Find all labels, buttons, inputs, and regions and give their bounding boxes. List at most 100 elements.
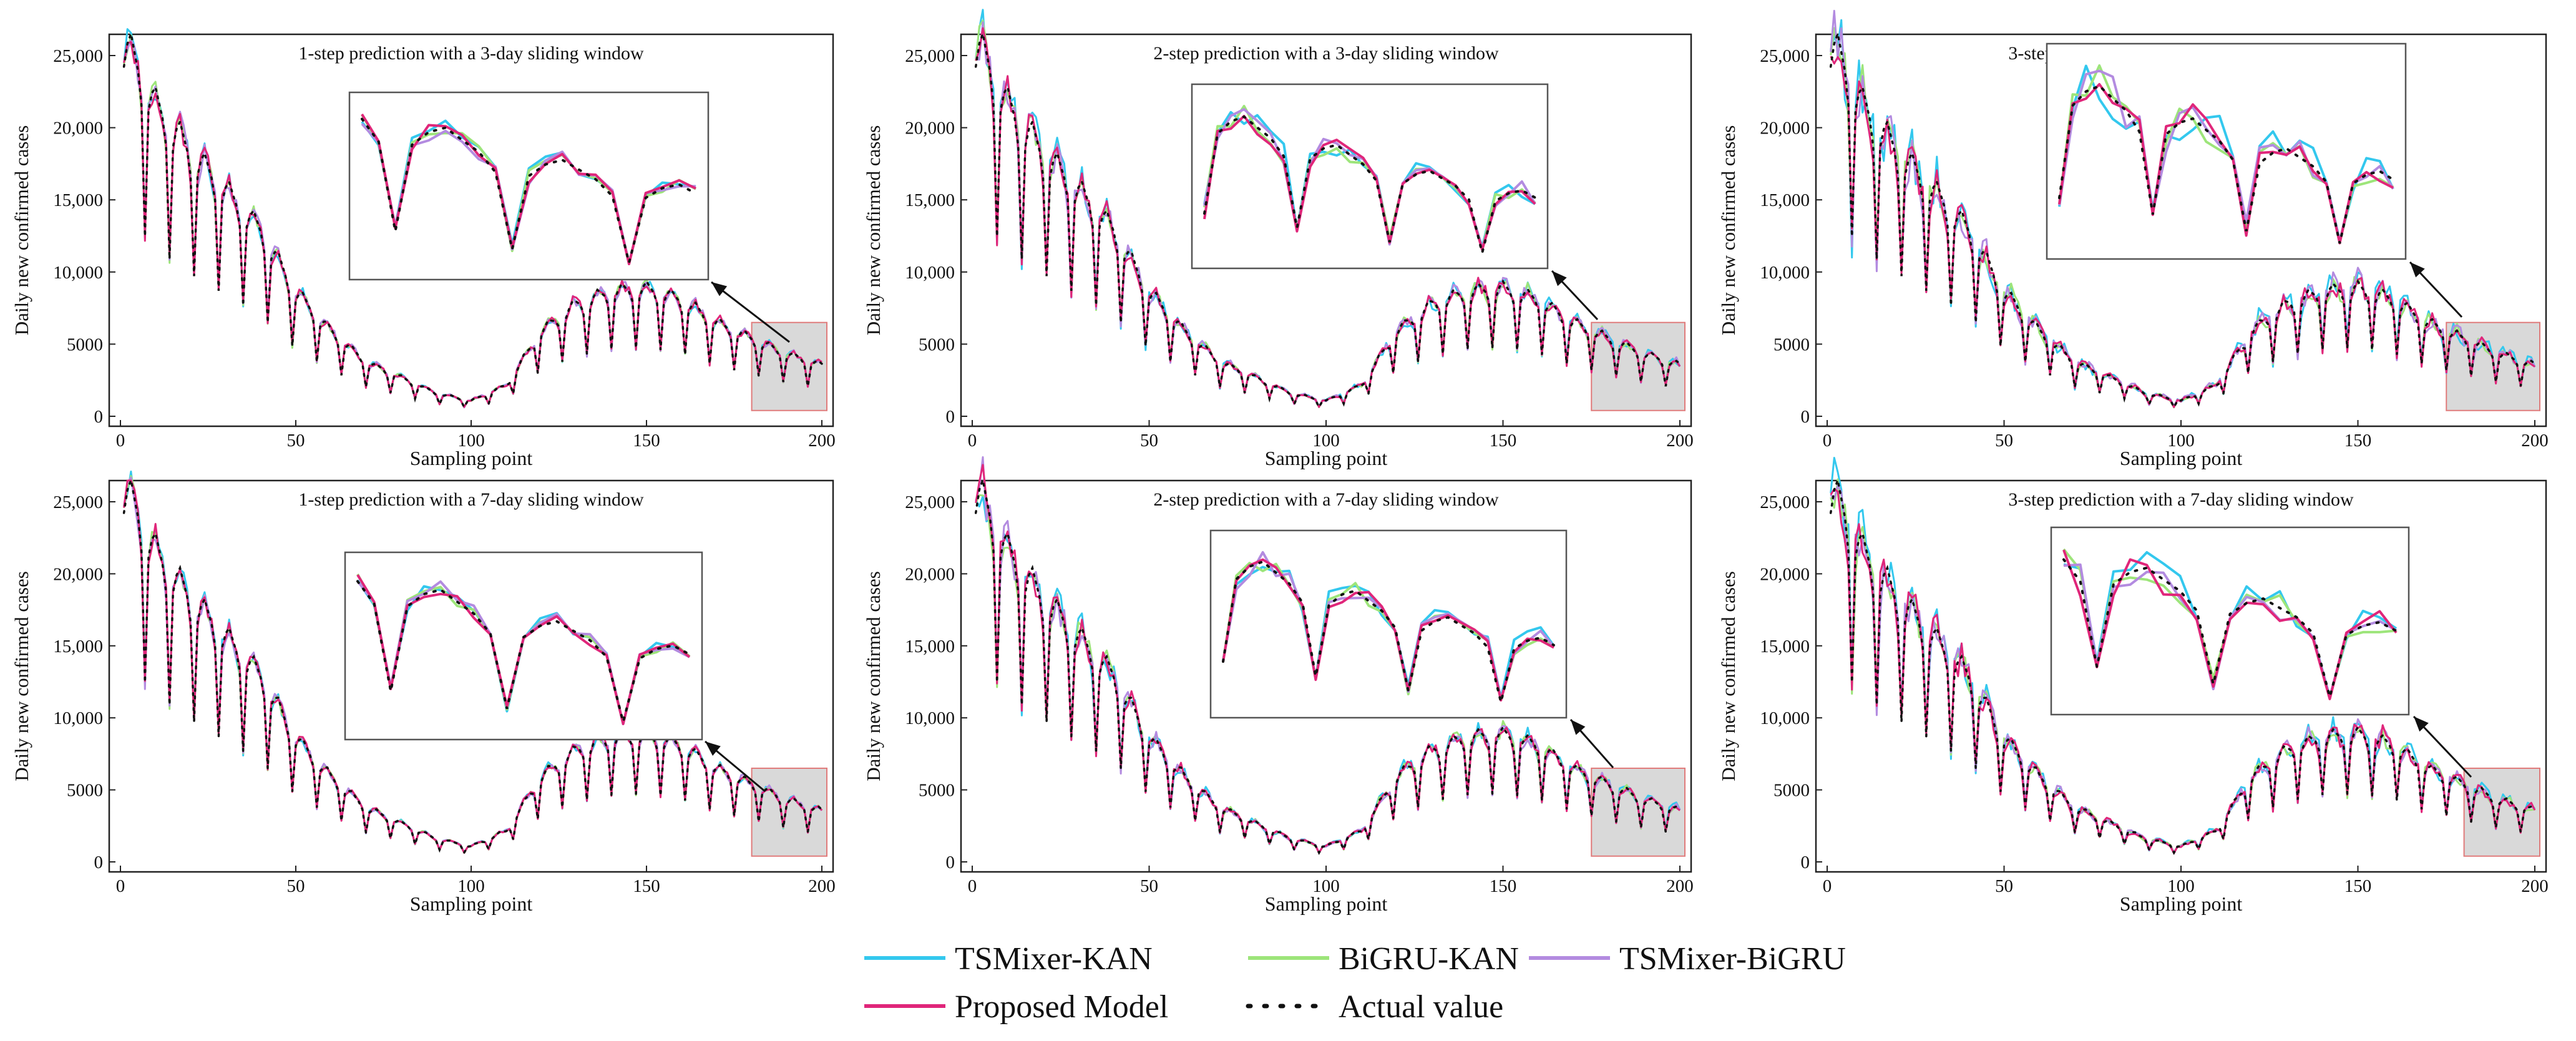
x-tick-label: 150 bbox=[633, 431, 660, 451]
y-tick-label: 20,000 bbox=[905, 564, 955, 584]
x-tick-label: 0 bbox=[116, 431, 125, 451]
legend: TSMixer-KAN BiGRU-KAN TSMixer-BiGRU Propose… bbox=[864, 941, 1846, 1025]
series-line-actual bbox=[974, 29, 1681, 409]
y-tick-label: 15,000 bbox=[905, 637, 955, 657]
chart-title: 2-step prediction with a 3-day sliding w… bbox=[1153, 43, 1499, 64]
x-tick-label: 100 bbox=[457, 876, 485, 896]
chart-title: 1-step prediction with a 7-day sliding w… bbox=[298, 489, 644, 510]
y-tick-label: 25,000 bbox=[53, 492, 103, 512]
zoom-arrow-head bbox=[711, 282, 728, 296]
x-axis-label: Sampling point bbox=[410, 447, 533, 469]
chart-title: 2-step prediction with a 7-day sliding w… bbox=[1153, 489, 1499, 510]
y-tick-label: 0 bbox=[1801, 407, 1810, 427]
x-tick-label: 100 bbox=[1312, 431, 1340, 451]
zoom-region bbox=[751, 767, 827, 857]
x-tick-label: 0 bbox=[968, 876, 977, 896]
y-tick-label: 0 bbox=[946, 853, 955, 872]
x-tick-label: 200 bbox=[2521, 876, 2549, 896]
y-tick-label: 15,000 bbox=[1760, 190, 1810, 210]
x-tick-label: 150 bbox=[2344, 431, 2372, 451]
inset-line-proposed bbox=[1203, 115, 1536, 252]
y-tick-label: 25,000 bbox=[905, 46, 955, 66]
y-tick-label: 25,000 bbox=[905, 492, 955, 512]
y-tick-label: 5000 bbox=[1773, 335, 1810, 354]
x-tick-label: 200 bbox=[1666, 876, 1694, 896]
x-tick-label: 50 bbox=[1995, 431, 2013, 451]
y-tick-label: 15,000 bbox=[905, 190, 955, 210]
series-line-actual bbox=[1829, 29, 2536, 409]
x-tick-label: 200 bbox=[1666, 431, 1694, 451]
inset-line-actual bbox=[2058, 84, 2394, 244]
y-tick-label: 10,000 bbox=[905, 263, 955, 283]
x-axis-label: Sampling point bbox=[410, 892, 533, 915]
y-tick-label: 20,000 bbox=[53, 564, 103, 584]
chart-panels: 1-step prediction with a 3-day sliding w… bbox=[11, 9, 2549, 915]
y-tick-label: 20,000 bbox=[53, 119, 103, 139]
x-tick-label: 200 bbox=[2521, 431, 2549, 451]
inset-line-actual bbox=[356, 580, 691, 727]
y-tick-label: 0 bbox=[1801, 853, 1810, 872]
y-tick-label: 10,000 bbox=[53, 708, 103, 728]
x-tick-label: 0 bbox=[1823, 431, 1832, 451]
chart-panel: 1-step prediction with a 3-day sliding w… bbox=[11, 28, 836, 469]
y-axis-label: Daily new confirmed cases bbox=[1717, 571, 1739, 781]
zoom-arrow-head bbox=[1552, 271, 1567, 286]
x-axis-label: Sampling point bbox=[2120, 892, 2243, 915]
y-tick-label: 5000 bbox=[919, 335, 955, 354]
chart-panel: 3-step prediction with a 3-day sliding w… bbox=[1717, 9, 2549, 469]
y-tick-label: 20,000 bbox=[905, 119, 955, 139]
y-tick-label: 5000 bbox=[919, 781, 955, 801]
y-axis-label: Daily new confirmed cases bbox=[11, 571, 32, 781]
series-line-actual bbox=[122, 476, 823, 855]
legend-label-actual: Actual value bbox=[1339, 989, 1503, 1025]
chart-title: 3-step prediction with a 7-day sliding w… bbox=[2008, 489, 2354, 510]
y-tick-label: 5000 bbox=[67, 335, 103, 354]
zoom-arrow-head bbox=[1571, 720, 1586, 735]
x-tick-label: 50 bbox=[287, 431, 305, 451]
x-tick-label: 150 bbox=[2344, 876, 2372, 896]
x-tick-label: 150 bbox=[1490, 876, 1517, 896]
x-tick-label: 50 bbox=[1140, 876, 1158, 896]
y-axis-label: Daily new confirmed cases bbox=[862, 125, 884, 336]
zoom-region bbox=[2463, 767, 2541, 857]
legend-label-bigru-kan: BiGRU-KAN bbox=[1339, 941, 1519, 977]
x-tick-label: 100 bbox=[2167, 876, 2195, 896]
chart-panel: 1-step prediction with a 7-day sliding w… bbox=[11, 471, 836, 915]
zoom-region bbox=[751, 321, 827, 411]
y-tick-label: 20,000 bbox=[1760, 564, 1810, 584]
x-tick-label: 0 bbox=[116, 876, 125, 896]
x-tick-label: 50 bbox=[1995, 876, 2013, 896]
inset-frame bbox=[344, 551, 703, 741]
x-tick-label: 150 bbox=[633, 876, 660, 896]
chart-panel: 3-step prediction with a 7-day sliding w… bbox=[1717, 457, 2549, 915]
x-axis-label: Sampling point bbox=[1265, 892, 1388, 915]
y-axis-label: Daily new confirmed cases bbox=[11, 125, 32, 336]
x-tick-label: 200 bbox=[808, 876, 836, 896]
x-tick-label: 100 bbox=[1312, 876, 1340, 896]
y-axis-label: Daily new confirmed cases bbox=[862, 571, 884, 781]
y-tick-label: 5000 bbox=[67, 781, 103, 801]
inset-line-actual bbox=[1222, 560, 1555, 703]
y-tick-label: 10,000 bbox=[905, 708, 955, 728]
chart-panel: 2-step prediction with a 7-day sliding w… bbox=[862, 456, 1694, 915]
inset-line-actual bbox=[2062, 558, 2398, 702]
y-tick-label: 15,000 bbox=[53, 637, 103, 657]
x-tick-label: 200 bbox=[808, 431, 836, 451]
x-tick-label: 50 bbox=[287, 876, 305, 896]
y-tick-label: 5000 bbox=[1773, 781, 1810, 801]
y-tick-label: 15,000 bbox=[1760, 637, 1810, 657]
x-tick-label: 50 bbox=[1140, 431, 1158, 451]
x-tick-label: 150 bbox=[1490, 431, 1517, 451]
y-tick-label: 25,000 bbox=[1760, 492, 1810, 512]
chart-title: 1-step prediction with a 3-day sliding w… bbox=[298, 43, 644, 64]
x-tick-label: 0 bbox=[1823, 876, 1832, 896]
zoom-arrow-head bbox=[2414, 716, 2429, 732]
y-tick-label: 10,000 bbox=[1760, 708, 1810, 728]
y-tick-label: 15,000 bbox=[53, 190, 103, 210]
x-tick-label: 100 bbox=[457, 431, 485, 451]
zoom-arrow bbox=[711, 281, 790, 343]
y-tick-label: 25,000 bbox=[53, 46, 103, 66]
y-tick-label: 25,000 bbox=[1760, 46, 1810, 66]
zoom-arrow-head bbox=[2410, 262, 2425, 278]
